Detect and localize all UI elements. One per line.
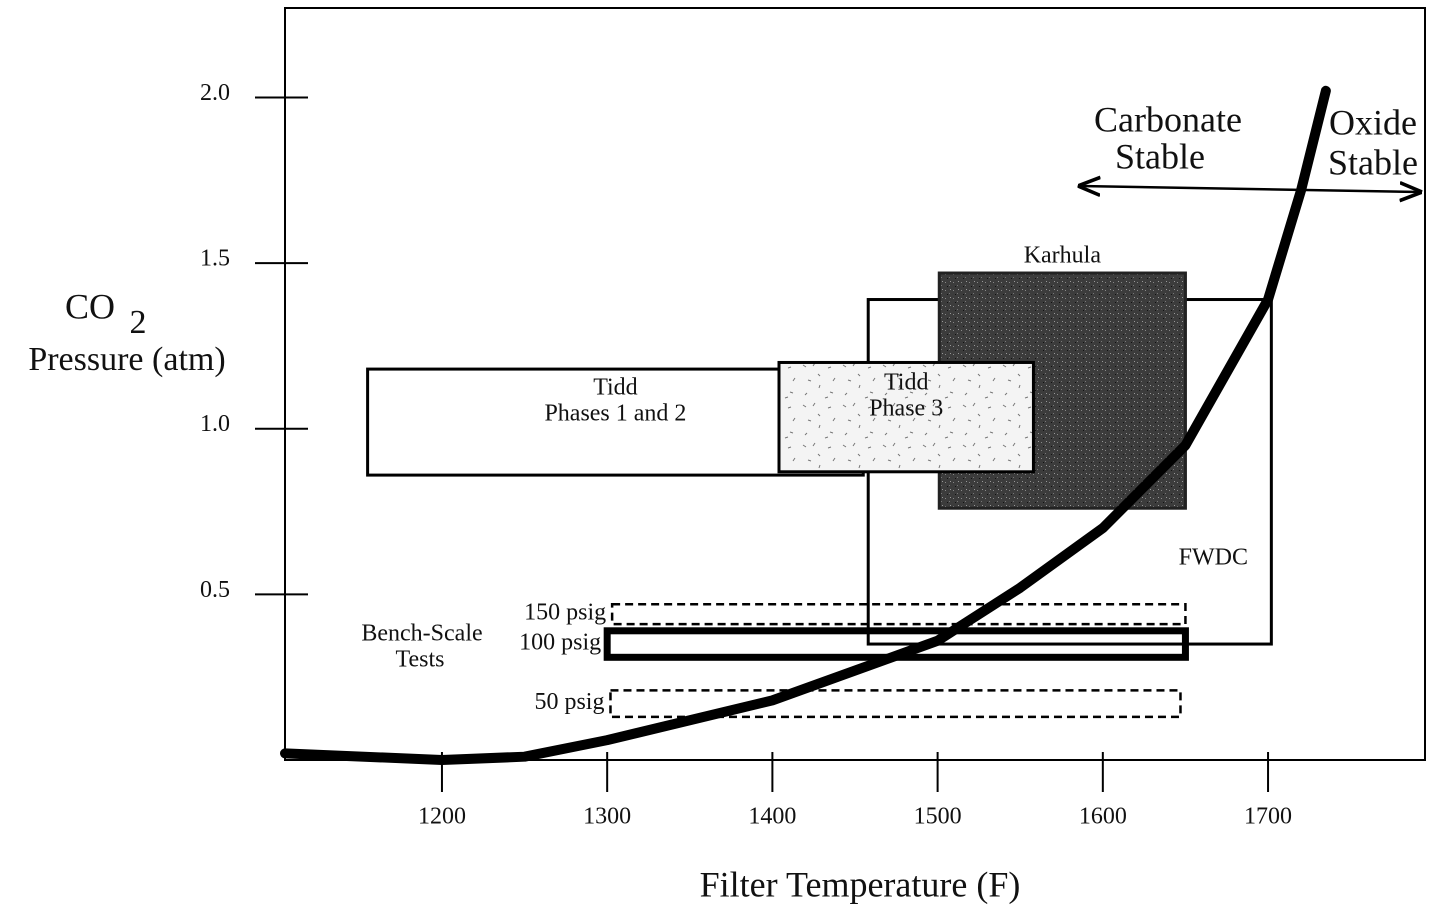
y-axis-label: 2 [130,304,147,341]
stability-arrow [1080,186,1420,192]
x-tick-label: 1400 [748,804,796,830]
y-axis-label: Pressure (atm) [28,341,225,378]
y-axis-label: CO [65,286,115,326]
region-label: 150 psig [524,600,606,626]
y-tick-label: 0.5 [200,577,230,603]
region-label: Tidd [884,370,928,396]
region-label: 100 psig [519,630,601,656]
region-label: Tidd [593,375,637,401]
x-tick-label: 1700 [1244,804,1292,830]
region-label: 50 psig [534,689,604,715]
y-tick-label: 1.5 [200,246,230,272]
region [777,360,1035,474]
annotation: Carbonate [1094,99,1242,139]
region [610,603,1187,626]
x-axis-label: Filter Temperature (F) [700,864,1021,904]
annotation: Stable [1115,136,1205,176]
x-tick-label: 1500 [914,804,962,830]
y-tick-label: 1.0 [200,411,230,437]
annotation: Bench-Scale [361,621,482,647]
annotation: Stable [1328,142,1418,182]
plot-frame [284,7,1426,761]
x-tick-label: 1600 [1079,804,1127,830]
region-label: Phases 1 and 2 [544,401,686,427]
annotation: Oxide [1329,102,1417,142]
x-tick-label: 1300 [583,804,631,830]
annotation: Tests [396,647,445,673]
region-label: Phase 3 [869,396,943,422]
stability-curve [280,85,1331,765]
x-tick-label: 1200 [418,804,466,830]
region [609,689,1182,719]
region-label: Karhula [1024,243,1102,269]
y-tick-label: 2.0 [200,80,230,106]
region-label: FWDC [1179,545,1248,571]
